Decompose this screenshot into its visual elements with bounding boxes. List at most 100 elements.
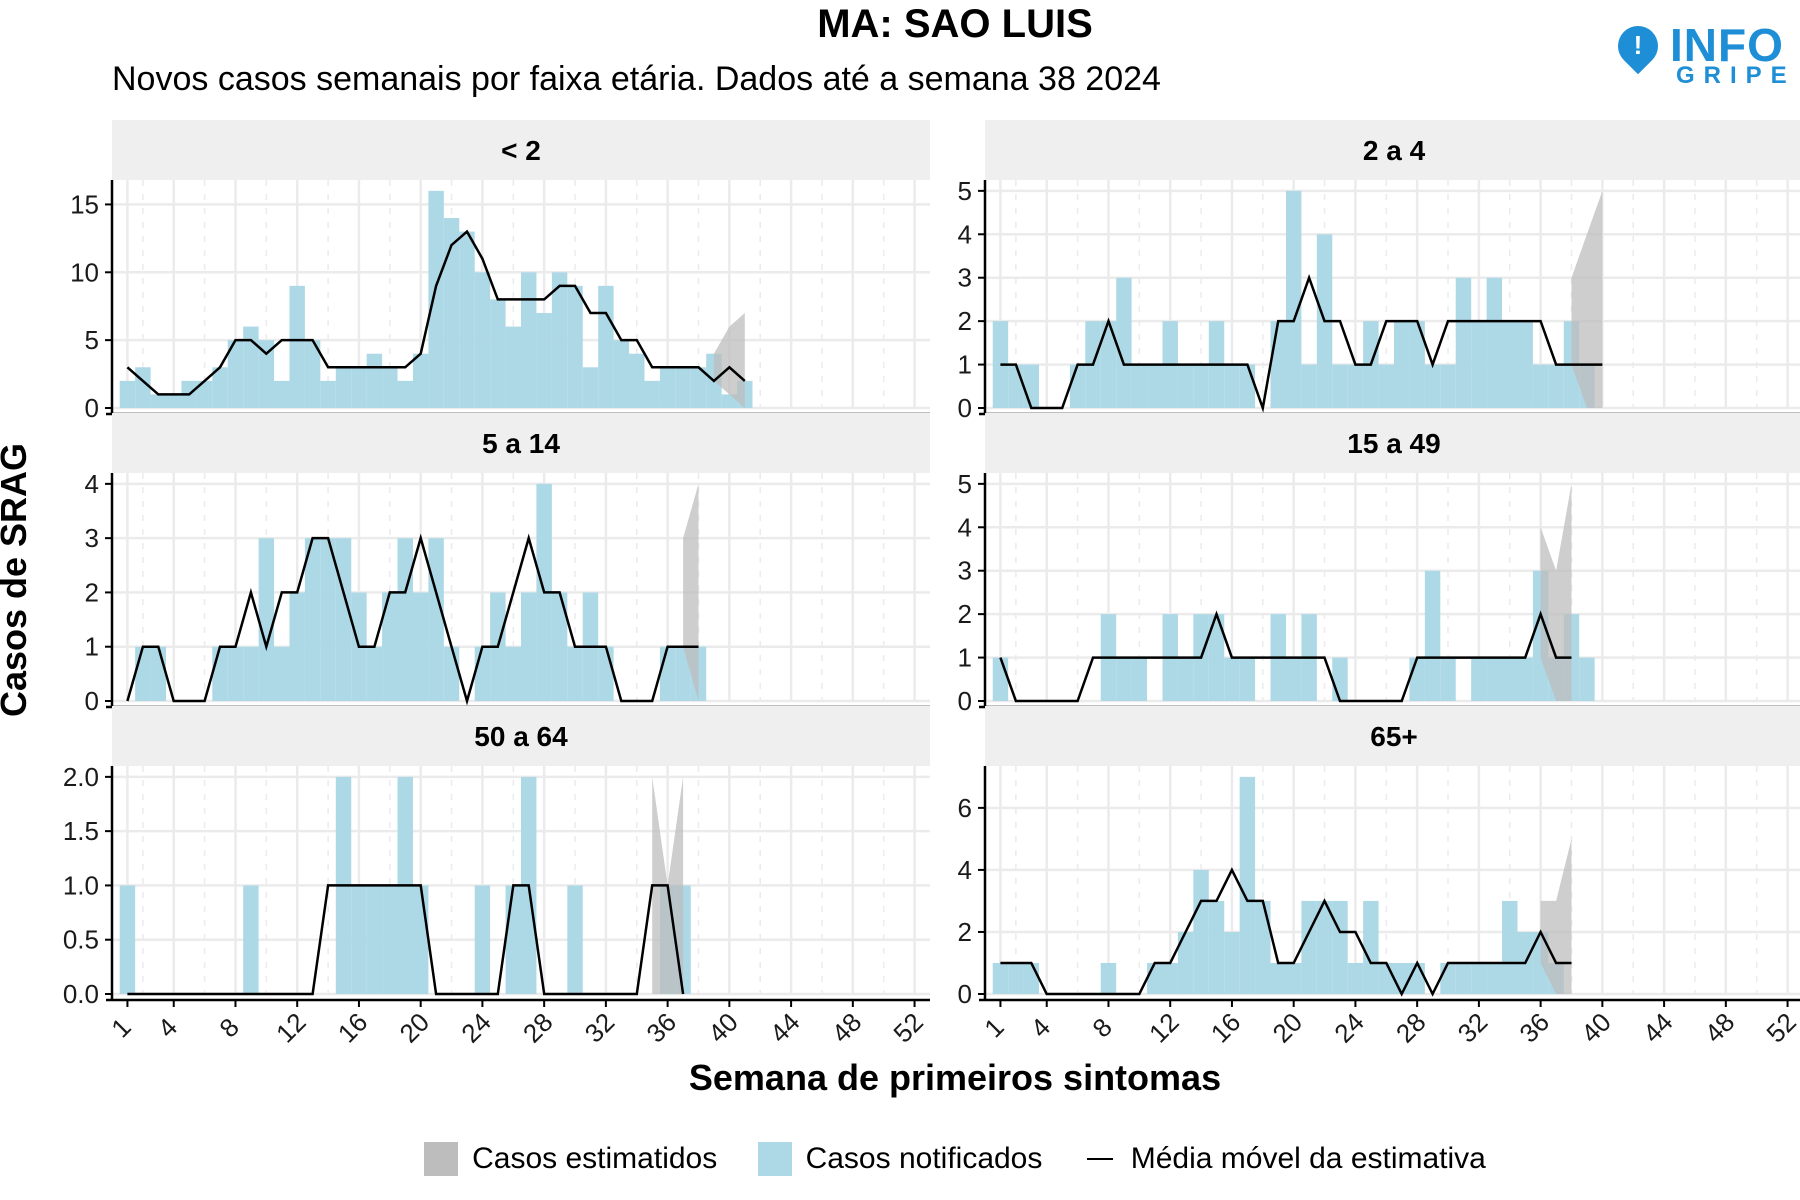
notified-bar: [675, 367, 691, 408]
notified-bar: [320, 538, 336, 701]
notified-bar: [675, 646, 691, 701]
y-tick-label: 1: [958, 350, 972, 380]
notified-bar: [505, 885, 521, 994]
notified-bar: [258, 340, 275, 408]
notified-bar: [613, 340, 630, 408]
x-tick-label: 12: [1143, 1007, 1185, 1049]
notified-bar: [1440, 962, 1456, 994]
x-tick-label: 28: [1390, 1007, 1432, 1049]
notified-bar: [474, 646, 491, 701]
notified-bar: [335, 367, 352, 408]
y-tick-label: 3: [85, 523, 99, 553]
notified-bar: [1455, 962, 1472, 994]
x-tick-label: 24: [455, 1007, 497, 1049]
panel-strip: [112, 706, 930, 766]
notified-bar: [1394, 962, 1410, 994]
notified-bar: [1023, 962, 1040, 994]
estimate-band: [1571, 190, 1603, 408]
y-tick-label: 0: [958, 393, 972, 423]
y-tick-label: 0.0: [63, 979, 99, 1009]
notified-bar: [1177, 931, 1194, 994]
notified-bar: [1502, 900, 1518, 994]
notified-bar: [1224, 931, 1240, 994]
x-tick-label: 44: [1637, 1007, 1679, 1049]
panel: 15 a 490123451481216202428323640444852: [958, 413, 1800, 755]
panel-strip-label: 2 a 4: [1363, 135, 1426, 166]
estimate-band: [713, 313, 745, 408]
notified-bar: [397, 380, 413, 408]
notified-bar: [1502, 321, 1518, 408]
y-tick-label: 5: [85, 325, 99, 355]
panel: < 20510151481216202428323640444852: [70, 120, 930, 462]
x-tick-label: 24: [1328, 1007, 1370, 1049]
x-tick-label: 1: [105, 1012, 136, 1043]
panel-strip-label: 50 a 64: [474, 721, 568, 752]
notified-bar: [992, 657, 1009, 701]
notified-bar: [412, 885, 429, 994]
x-tick-label: 48: [1699, 1007, 1741, 1049]
y-tick-label: 0: [958, 979, 972, 1009]
notified-bar: [567, 646, 583, 701]
notified-bar: [1579, 657, 1595, 701]
notified-bar: [1424, 570, 1441, 701]
notified-bar: [1440, 657, 1456, 701]
x-tick-label: 32: [1452, 1007, 1494, 1049]
x-tick-label: 48: [826, 1007, 868, 1049]
panel-strip: [112, 120, 930, 180]
notified-bar: [1147, 962, 1163, 994]
x-tick-label: 40: [702, 1007, 744, 1049]
notified-bar: [412, 353, 429, 408]
estimate-band: [1540, 483, 1572, 701]
notified-bar: [582, 367, 599, 408]
notified-bar: [274, 380, 290, 408]
notified-bar: [1224, 657, 1240, 701]
notified-bar: [320, 380, 336, 408]
x-tick-label: 20: [393, 1007, 435, 1049]
y-tick-label: 1: [958, 643, 972, 673]
notified-bar: [119, 380, 136, 408]
notified-bar: [1424, 364, 1441, 408]
logo-pin-mark: !: [1633, 30, 1643, 60]
notified-bar: [428, 190, 444, 408]
x-tick-label: 36: [1513, 1007, 1555, 1049]
notified-bar: [258, 538, 275, 701]
notified-bar: [1285, 190, 1302, 408]
y-axis-title: Casos de SRAG: [0, 443, 34, 717]
notified-bar: [382, 367, 398, 408]
notified-bar: [1486, 657, 1503, 701]
y-tick-label: 1: [85, 632, 99, 662]
y-tick-label: 4: [958, 219, 972, 249]
y-tick-label: 0: [958, 686, 972, 716]
legend-label-estimated: Casos estimatidos: [472, 1141, 718, 1175]
panel-strip-label: < 2: [501, 135, 541, 166]
notified-bar: [366, 885, 383, 994]
notified-bar: [1285, 962, 1302, 994]
notified-bar: [274, 646, 290, 701]
notified-bar: [289, 285, 305, 408]
y-tick-label: 3: [958, 556, 972, 586]
logo-word-gripe: GRIPE: [1676, 62, 1796, 89]
notified-bar: [1147, 364, 1163, 408]
notified-bar: [992, 962, 1009, 994]
x-tick-label: 36: [640, 1007, 682, 1049]
panel: 50 a 640.00.51.01.52.01 4 8 12 16 20 24 28 32 36 4…: [63, 706, 930, 1048]
legend-key-estimated: [424, 1141, 459, 1176]
y-tick-label: 0: [85, 686, 99, 716]
notified-bar: [243, 885, 259, 994]
notified-bar: [1270, 321, 1286, 408]
y-tick-label: 2.0: [63, 762, 99, 792]
moving-average-line: [126, 533, 699, 706]
x-axis-title: Semana de primeiros sintomas: [689, 1057, 1221, 1098]
y-tick-label: 4: [958, 855, 972, 885]
notified-bar: [1069, 364, 1086, 408]
notified-bar: [289, 592, 305, 701]
notified-bar: [1363, 900, 1379, 994]
legend-item-moving-average: Média móvel da estimativa: [1083, 1141, 1486, 1176]
infogripe-logo: ! INFO GRIPE: [1609, 17, 1800, 94]
notified-bar: [1008, 962, 1024, 994]
y-tick-label: 15: [70, 189, 99, 219]
panel-strip: [985, 706, 1800, 766]
logo-word-info: INFO: [1670, 19, 1784, 71]
x-tick-label: 52: [887, 1007, 929, 1049]
